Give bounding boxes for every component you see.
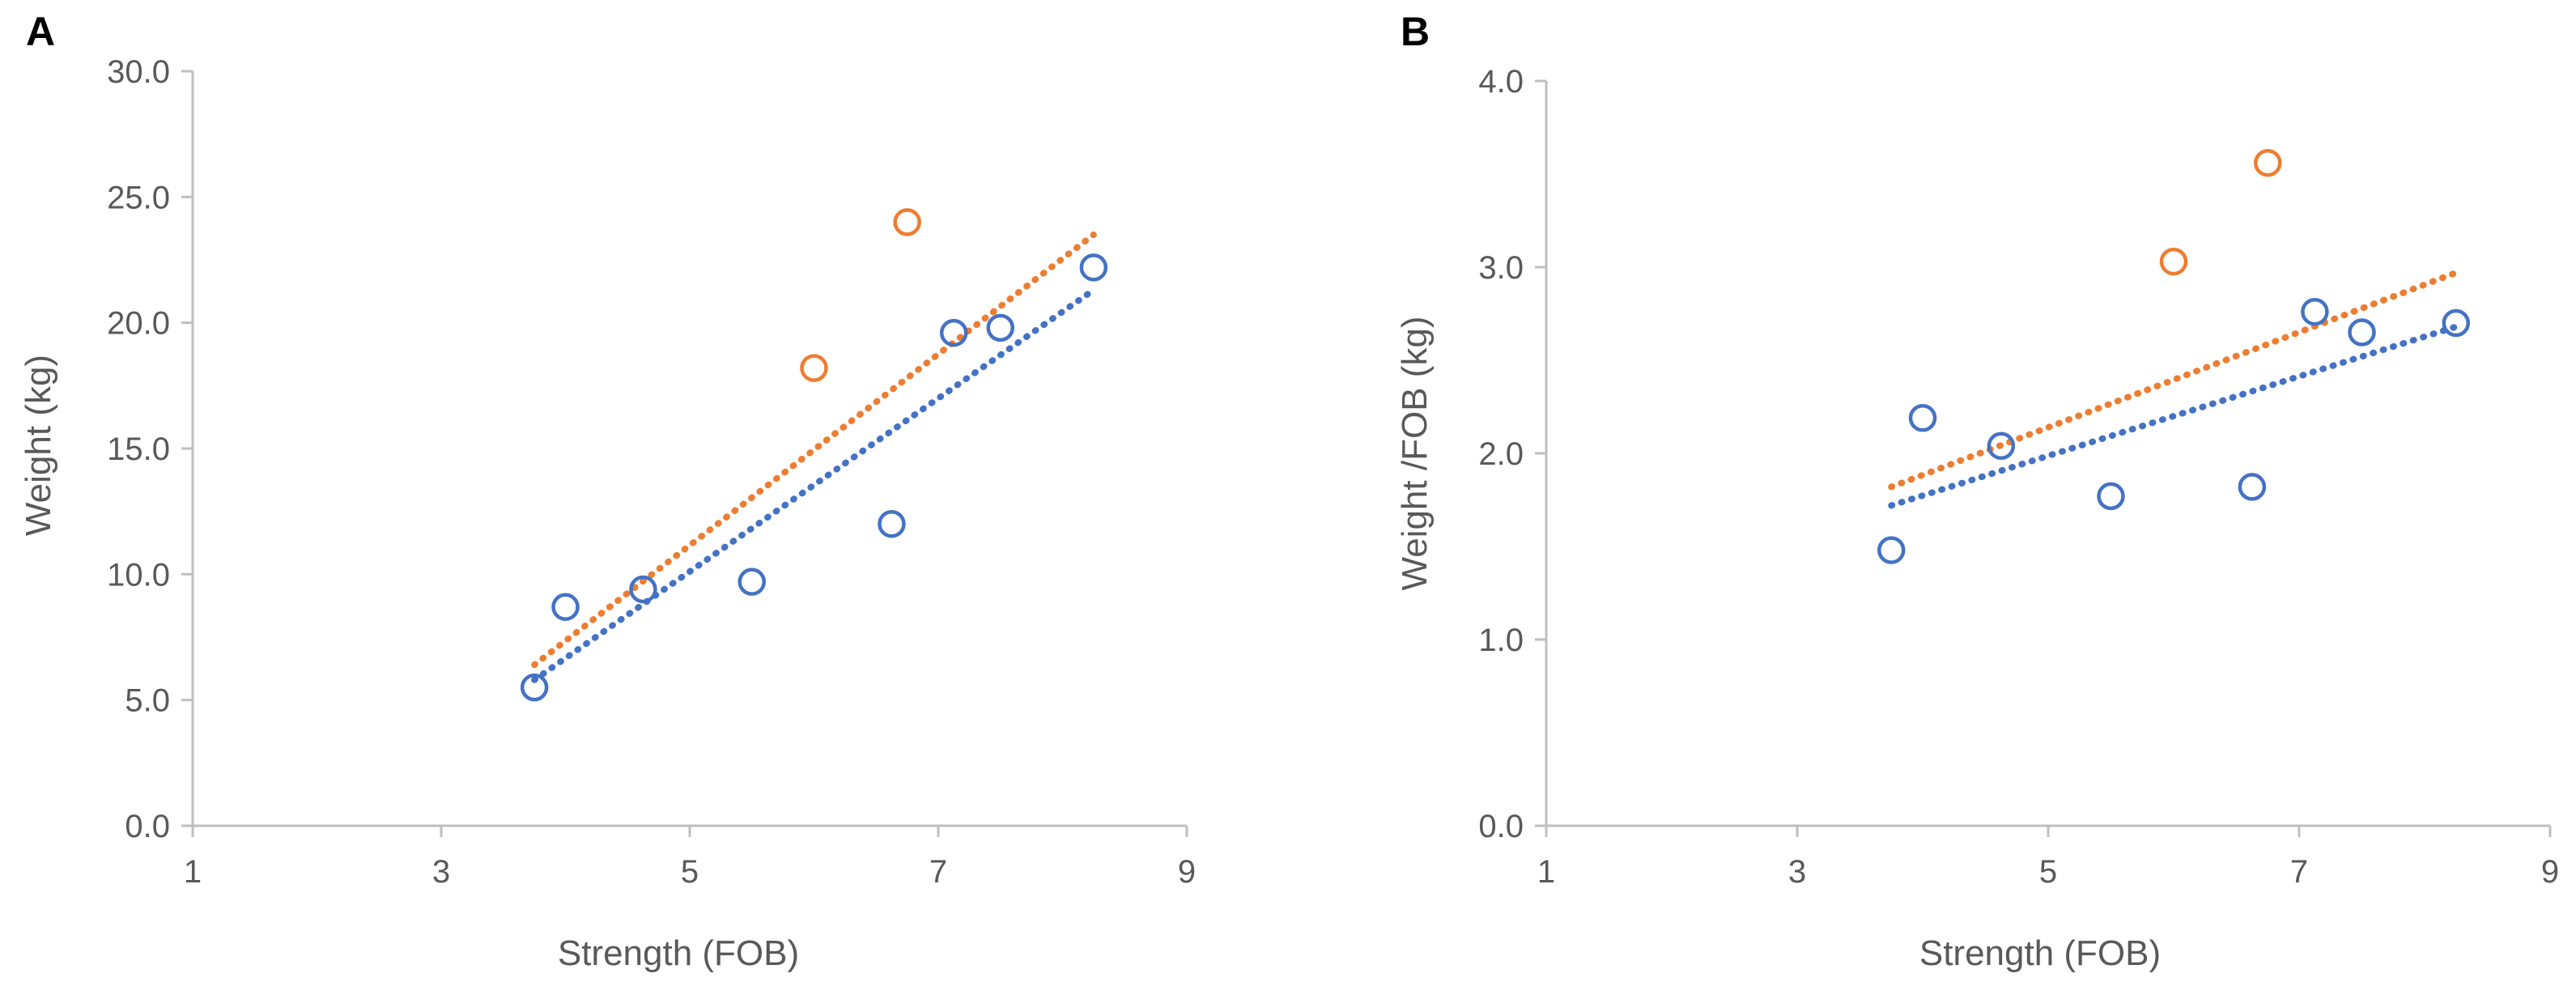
orange-data-point-a bbox=[800, 354, 828, 382]
y-tick-label-a: 0.0 bbox=[125, 809, 170, 844]
trendlines-b bbox=[1888, 269, 2459, 509]
panel-label-b: B bbox=[1401, 9, 1430, 54]
blue-data-point-a bbox=[878, 509, 906, 538]
x-tick-label-b: 9 bbox=[2541, 854, 2559, 890]
x-tick-label-b: 3 bbox=[1788, 854, 1806, 890]
blue-data-point-a bbox=[520, 673, 549, 702]
points-a bbox=[520, 208, 1108, 702]
blue-data-point-a bbox=[939, 318, 968, 347]
blue-data-point-a bbox=[738, 568, 766, 596]
y-tick-label-a: 10.0 bbox=[107, 557, 170, 593]
blue-data-point-b bbox=[2097, 482, 2125, 511]
axes-a: 0.0 5.0 10.0 15.0 20.0 25.0 30.0 1 3 5 7 9 bbox=[107, 54, 1196, 890]
y-tick-label-b: 1.0 bbox=[1478, 623, 1524, 658]
y-tick-label-b: 3.0 bbox=[1478, 250, 1524, 286]
x-tick-label-a: 7 bbox=[929, 854, 947, 890]
orange-data-point-a bbox=[893, 208, 921, 236]
x-tick-label-b: 7 bbox=[2290, 854, 2308, 890]
blue-data-point-b bbox=[1908, 404, 1937, 432]
y-tick-label-b: 2.0 bbox=[1478, 436, 1524, 472]
axes-b: 0.0 1.0 2.0 3.0 4.0 1 3 5 7 9 bbox=[1478, 64, 2559, 890]
orange-trendline-a bbox=[531, 231, 1097, 669]
x-tick-label-b: 5 bbox=[2039, 854, 2057, 890]
y-tick-label-a: 20.0 bbox=[107, 306, 170, 342]
y-tick-label-a: 25.0 bbox=[107, 180, 170, 215]
x-tick-label-a: 5 bbox=[681, 854, 699, 890]
chart-panel-a: A 0.0 5.0 10.0 15.0 20.0 25.0 30.0 1 3 5 7 9 Streng… bbox=[19, 9, 1196, 973]
blue-data-point-b bbox=[2238, 473, 2267, 501]
x-tick-label-a: 9 bbox=[1178, 854, 1196, 890]
blue-data-point-b bbox=[2301, 297, 2329, 326]
panel-label-a: A bbox=[26, 9, 55, 54]
blue-data-point-b bbox=[1987, 431, 2016, 461]
y-tick-label-a: 30.0 bbox=[107, 54, 170, 90]
orange-trendline-b bbox=[1888, 269, 2459, 491]
y-axis-title-b: Weight /FOB (kg) bbox=[1395, 316, 1435, 590]
points-b bbox=[1877, 148, 2470, 564]
blue-data-point-a bbox=[1079, 253, 1108, 282]
x-tick-label-a: 3 bbox=[432, 854, 450, 890]
blue-trendline-b bbox=[1888, 323, 2459, 509]
x-axis-title-a: Strength (FOB) bbox=[558, 933, 799, 973]
orange-data-point-b bbox=[2254, 148, 2282, 177]
y-tick-label-b: 0.0 bbox=[1478, 809, 1524, 844]
blue-trendline-a bbox=[531, 287, 1097, 683]
orange-data-point-b bbox=[2159, 247, 2188, 276]
blue-data-point-b bbox=[1877, 536, 1906, 564]
blue-data-point-a bbox=[629, 575, 657, 604]
x-tick-label-b: 1 bbox=[1537, 854, 1555, 890]
trendlines-a bbox=[531, 231, 1097, 683]
y-axis-title-a: Weight (kg) bbox=[19, 355, 58, 536]
y-tick-label-b: 4.0 bbox=[1478, 64, 1524, 100]
x-axis-title-b: Strength (FOB) bbox=[1919, 933, 2161, 973]
blue-data-point-b bbox=[2442, 308, 2470, 338]
x-tick-label-a: 1 bbox=[184, 854, 202, 890]
blue-data-point-a bbox=[986, 313, 1014, 342]
blue-data-point-a bbox=[551, 593, 580, 621]
y-tick-label-a: 15.0 bbox=[107, 431, 170, 467]
chart-panel-b: B 0.0 1.0 2.0 3.0 4.0 1 3 5 7 9 Strength (FOB) We… bbox=[1395, 9, 2559, 973]
blue-data-point-b bbox=[2348, 318, 2376, 346]
y-tick-label-a: 5.0 bbox=[125, 683, 170, 719]
